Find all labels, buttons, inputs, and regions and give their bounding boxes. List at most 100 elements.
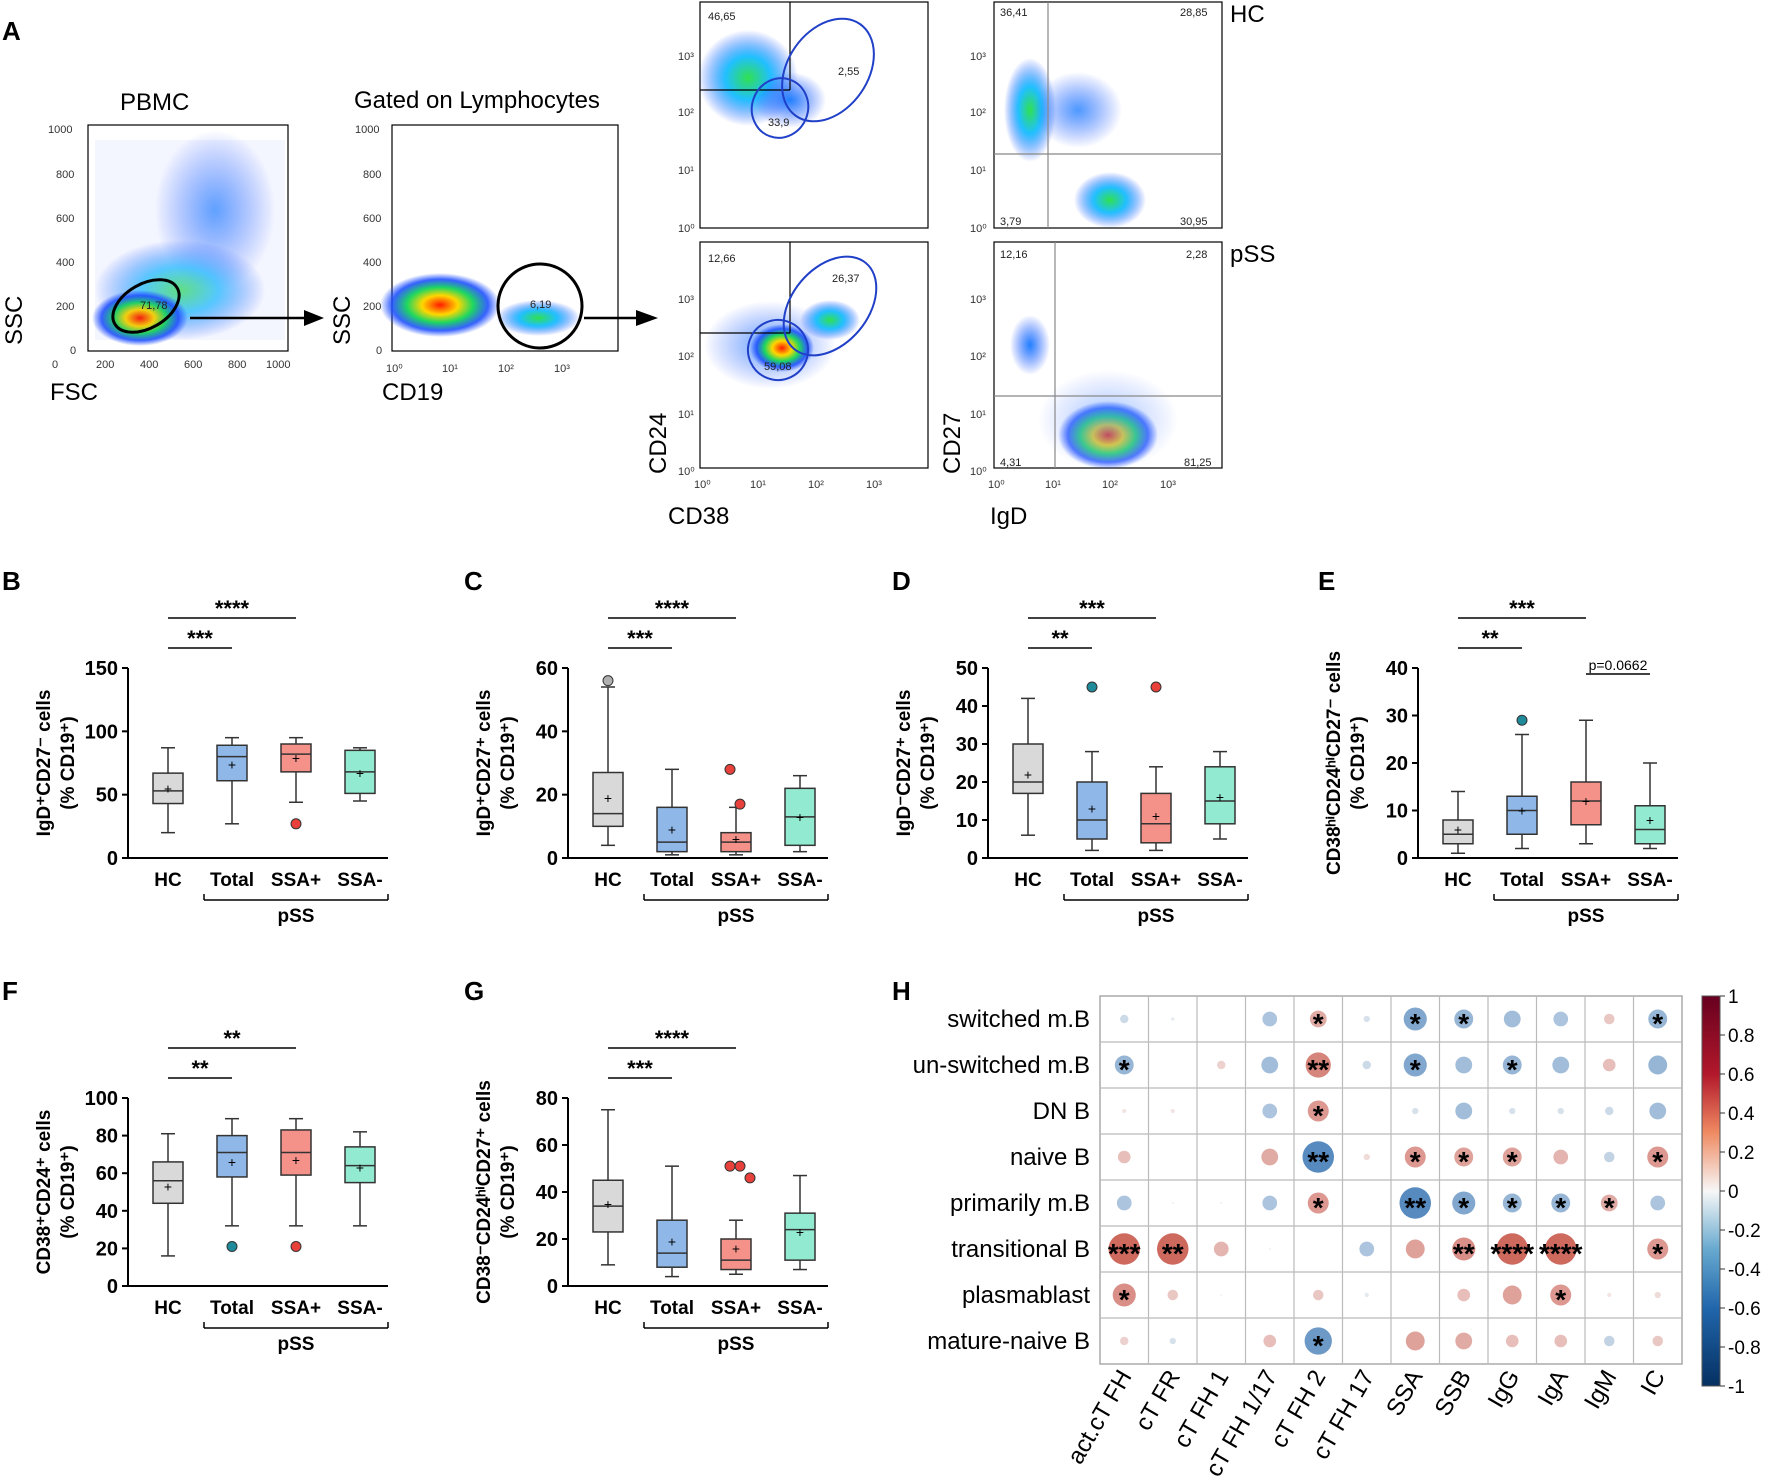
correlation-dot (1363, 1153, 1370, 1161)
y-axis-label: IgD⁺CD27⁺ cells (474, 690, 495, 837)
group-label: pSS (1138, 906, 1175, 927)
group-label: pSS (718, 906, 755, 927)
gate-value: 2,55 (838, 66, 859, 78)
gate-value: 12,16 (1000, 249, 1028, 261)
correlation-dot (1605, 1106, 1614, 1116)
y-tick-label: 40 (96, 1201, 118, 1223)
colorbar-label: -1 (1728, 1377, 1745, 1398)
tick: 0 (52, 359, 58, 371)
tick: 10³ (678, 294, 694, 306)
mean-marker: + (1518, 803, 1526, 819)
gate-value: 12,66 (708, 253, 736, 265)
significance-star: ** (1162, 1238, 1184, 1269)
correlation-dot (1454, 1009, 1474, 1029)
mean-marker: + (1152, 808, 1160, 824)
boxplot-panel-f: 0 20 40 60 80 100 CD38⁺CD24⁺ cells (% CD19⁺) + HC… (34, 1026, 389, 1355)
correlation-dot (1362, 1060, 1371, 1070)
colorbar-label: -0.6 (1728, 1299, 1761, 1320)
y-tick-label: 40 (536, 1182, 558, 1204)
correlation-dot (1650, 1195, 1666, 1211)
flow-plot-hc-cd27-igd: 36,41 28,85 3,79 30,95 10³ 10² 10¹ 10⁰ (970, 1, 1223, 235)
tick: 0 (376, 345, 382, 357)
tick: 1000 (355, 124, 379, 136)
y-axis-sublabel: (% CD19⁺) (498, 716, 519, 809)
heatmap-row-label: mature-naive B (927, 1328, 1090, 1355)
correlation-dot (1117, 1150, 1131, 1164)
boxplot-panel-e: 0 10 20 30 40 CD38ʰⁱCD24ʰⁱCD27⁻ cells (% CD19⁺… (1324, 596, 1679, 927)
y-tick-label: 20 (1386, 753, 1408, 775)
correlation-dot (1116, 1195, 1132, 1211)
correlation-dot (1114, 1055, 1134, 1075)
significance-star: * (1410, 1146, 1421, 1177)
significance-star: * (1458, 1146, 1469, 1177)
correlation-dot (1557, 1107, 1564, 1115)
correlation-dot (1452, 1237, 1476, 1261)
correlation-dot (1648, 1009, 1668, 1029)
significance-label: ** (1481, 626, 1499, 651)
tick: 10⁰ (988, 479, 1005, 491)
colorbar (1701, 995, 1721, 1387)
heatmap-column-label: IC (1636, 1366, 1671, 1400)
y-tick-label: 0 (1397, 848, 1408, 870)
group-label: pSS (718, 1334, 755, 1355)
tick: 10¹ (678, 409, 694, 421)
box-ssa+ (720, 1238, 752, 1271)
significance-label: p=0.0662 (1589, 657, 1648, 673)
correlation-dot (1455, 1332, 1473, 1350)
mean-marker: + (356, 1160, 364, 1176)
tick: 10¹ (970, 409, 986, 421)
density-blob (496, 300, 580, 336)
mean-marker: + (668, 1233, 676, 1249)
density-blob (1010, 315, 1050, 375)
correlation-dot (1404, 1146, 1426, 1168)
lymphocyte-gate (111, 278, 181, 334)
correlation-dot (1545, 1233, 1577, 1265)
y-axis-sublabel: (% CD19⁺) (1348, 716, 1369, 809)
tick: 1000 (48, 124, 72, 136)
gate-value: 3,79 (1000, 216, 1021, 228)
gate-value: 28,85 (1180, 7, 1208, 19)
y-axis-label: CD38ʰⁱCD24ʰⁱCD27⁻ cells (1324, 651, 1345, 875)
correlation-dot (1602, 1058, 1616, 1072)
correlation-dot (1509, 1107, 1516, 1115)
mean-marker: + (292, 750, 300, 766)
tick: 10² (498, 363, 514, 375)
tick: 10⁰ (970, 466, 987, 478)
significance-label: ** (1051, 626, 1069, 651)
category-label: Total (1070, 870, 1114, 891)
panel-label-b: B (2, 566, 21, 596)
tick: 800 (363, 169, 381, 181)
correlation-dot (1604, 1013, 1615, 1025)
colorbar-label: -0.2 (1728, 1221, 1761, 1242)
mean-marker: + (796, 809, 804, 825)
significance-star: * (1555, 1284, 1566, 1315)
correlation-dot (1455, 1102, 1473, 1120)
significance-star: * (1604, 1192, 1615, 1223)
colorbar-label: 1 (1728, 987, 1739, 1008)
correlation-dot (1551, 1193, 1571, 1213)
correlation-dot (1261, 1148, 1279, 1166)
tick: 10⁰ (970, 223, 987, 235)
box-total (1506, 795, 1538, 835)
correlation-dot (1307, 1192, 1329, 1214)
tick: 10¹ (970, 165, 986, 177)
correlation-dot (1496, 1233, 1528, 1265)
correlation-dot (1405, 1239, 1425, 1259)
category-label: SSA- (777, 1298, 822, 1319)
transitional-gate (781, 17, 875, 123)
colorbar-label: 0.6 (1728, 1065, 1754, 1086)
y-axis-sublabel: (% CD19⁺) (498, 1145, 519, 1238)
heatmap-column-label: IgM (1579, 1366, 1622, 1414)
mean-marker: + (1088, 801, 1096, 817)
tick: 10² (808, 479, 824, 491)
gate-value: 71,78 (140, 300, 168, 312)
tick: 0 (70, 345, 76, 357)
outlier-point (724, 1160, 736, 1172)
outlier-point (1086, 681, 1098, 693)
tick: 10² (678, 351, 694, 363)
tick: 400 (56, 257, 74, 269)
correlation-dot (1502, 1055, 1522, 1075)
category-label: SSA+ (1561, 870, 1611, 891)
correlation-dot (1600, 1194, 1618, 1212)
outlier-point (226, 1241, 238, 1253)
